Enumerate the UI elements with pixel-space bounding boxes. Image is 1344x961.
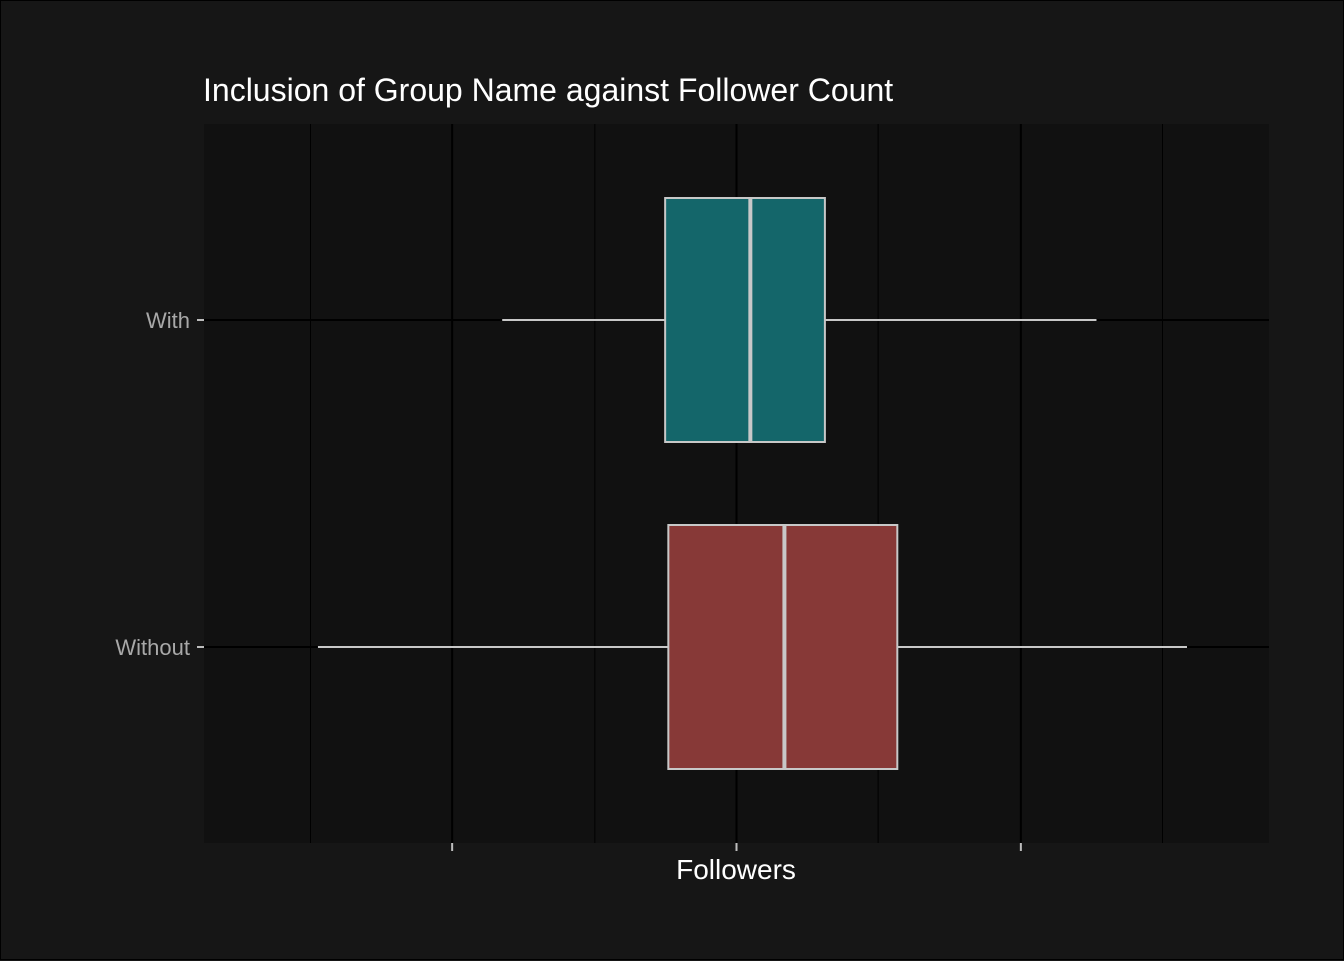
y-axis-category-label: Without [115, 635, 190, 660]
x-axis-title: Followers [676, 854, 796, 885]
axes: With Without [115, 308, 1022, 851]
chart-title: Inclusion of Group Name against Follower… [203, 72, 893, 108]
y-axis-category-label: With [146, 308, 190, 333]
boxplot-without [317, 524, 1187, 770]
boxplot-with [502, 197, 1097, 443]
box-iqr [664, 197, 826, 443]
boxplots [317, 197, 1187, 770]
